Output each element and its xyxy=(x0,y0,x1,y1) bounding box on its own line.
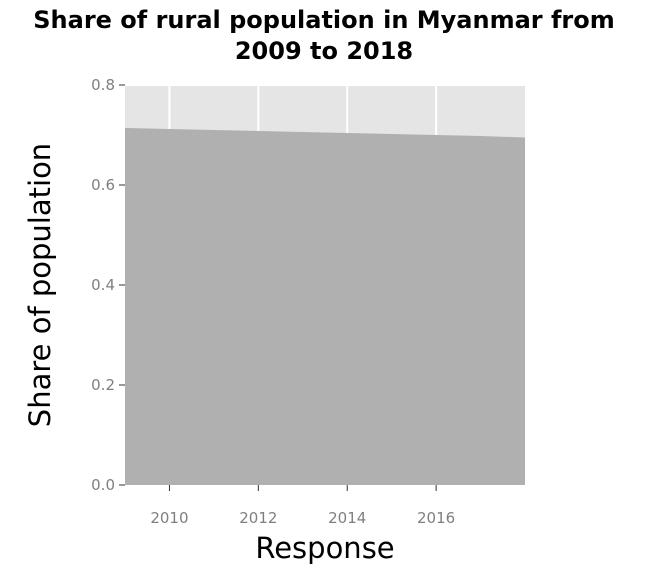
x-tick-label: 2010 xyxy=(150,509,188,527)
rural-share-area xyxy=(125,128,525,485)
y-axis-title: Share of population xyxy=(23,143,57,427)
x-axis: 2010 2012 2014 2016 xyxy=(150,485,455,527)
y-tick-label: 0.6 xyxy=(91,176,115,194)
x-axis-title: Response xyxy=(255,531,394,565)
chart-title-line-1: Share of rural population in Myanmar fro… xyxy=(33,6,614,34)
y-tick-label: 0.8 xyxy=(91,76,115,94)
x-tick-label: 2012 xyxy=(239,509,277,527)
y-axis: 0.0 0.2 0.4 0.6 0.8 xyxy=(91,76,125,494)
x-tick-label: 2014 xyxy=(328,509,366,527)
y-tick-label: 0.0 xyxy=(91,476,115,494)
y-tick-label: 0.4 xyxy=(91,276,115,294)
x-tick-label: 2016 xyxy=(417,509,455,527)
y-tick-label: 0.2 xyxy=(91,376,115,394)
chart-title-line-2: 2009 to 2018 xyxy=(235,37,413,65)
